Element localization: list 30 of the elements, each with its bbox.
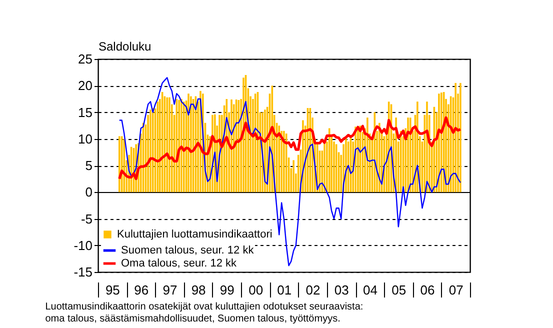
x-tick-label: 97 xyxy=(162,282,178,298)
x-tick-label: 06 xyxy=(420,282,435,298)
line-series xyxy=(118,77,462,266)
x-tick-label: 03 xyxy=(334,282,349,298)
x-tick-label: 01 xyxy=(277,282,292,298)
legend-label: Kuluttajien luottamusindikaattori xyxy=(117,228,272,240)
text: oma talous, säästämismahdollisuudet, Suomen talous, työttömyys. xyxy=(45,314,340,324)
x-tick-label: 07 xyxy=(448,282,464,298)
x-tick-label: 95 xyxy=(105,282,120,298)
y-tick-label: -15 xyxy=(74,264,92,280)
line-series xyxy=(118,116,462,180)
y-tick-label: 15 xyxy=(78,104,92,120)
y-tick-label: 25 xyxy=(78,52,92,66)
x-tick-label: 96 xyxy=(134,282,149,298)
text: Luottamusindikaattorin osatekijät ovat kuluttajien odotukset seuraavista: xyxy=(45,302,364,312)
x-tick-label: 05 xyxy=(392,282,406,298)
y-tick-label: 5 xyxy=(85,158,92,173)
y-tick-label: -10 xyxy=(74,238,92,253)
y-tick-label: -5 xyxy=(80,211,92,226)
x-tick-label: 99 xyxy=(220,282,234,298)
y-tick-label: 20 xyxy=(78,78,92,94)
legend-label: Oma talous, seur. 12 kk xyxy=(121,258,238,270)
x-tick-label: 04 xyxy=(363,282,378,298)
y-tick-label: 10 xyxy=(78,131,92,146)
x-tick-label: 98 xyxy=(191,282,206,298)
y-axis-title: Saldoluku xyxy=(98,40,152,54)
x-tick-label: 02 xyxy=(306,282,320,298)
legend-label: Suomen talous, seur. 12 kk xyxy=(121,244,254,256)
x-tick-label: 00 xyxy=(248,282,264,298)
y-tick-label: 0 xyxy=(85,184,92,200)
